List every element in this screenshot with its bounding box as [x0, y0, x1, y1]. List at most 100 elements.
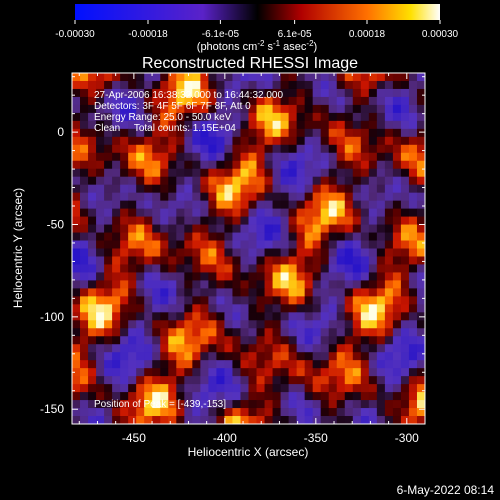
heatmap-cell — [208, 104, 217, 114]
heatmap-cell — [304, 288, 314, 297]
heatmap-cell — [304, 368, 314, 377]
heatmap-cell — [400, 296, 410, 305]
heatmap-cell — [88, 184, 97, 194]
heatmap-cell — [104, 368, 113, 377]
heatmap-cell — [328, 80, 338, 90]
heatmap-cell — [408, 216, 418, 225]
heatmap-cell — [416, 144, 425, 154]
heatmap-cell — [344, 336, 354, 345]
heatmap-cell — [328, 296, 338, 305]
heatmap-cell — [272, 352, 281, 361]
heatmap-cell — [96, 200, 105, 210]
heatmap-cell — [216, 160, 225, 170]
heatmap-cell — [232, 256, 241, 265]
heatmap-cell — [96, 184, 105, 194]
heatmap-cell — [368, 112, 378, 122]
heatmap-cell — [280, 224, 290, 233]
heatmap-cell — [152, 264, 161, 273]
heatmap-cell — [328, 136, 338, 146]
heatmap-cell — [128, 336, 137, 345]
heatmap-cell — [136, 168, 145, 178]
heatmap-cell — [136, 240, 145, 249]
heatmap-cell — [344, 232, 354, 241]
heatmap-cell — [352, 224, 362, 233]
heatmap-cell — [112, 344, 121, 353]
heatmap-cell — [288, 144, 298, 154]
heatmap-cell — [304, 376, 314, 385]
heatmap-cell — [128, 168, 137, 178]
heatmap-cell — [256, 352, 265, 361]
heatmap-cell — [88, 73, 97, 82]
heatmap-cell — [344, 224, 354, 233]
heatmap-cell — [296, 320, 306, 329]
heatmap-cell — [168, 200, 177, 210]
heatmap-cell — [176, 312, 185, 321]
heatmap-cell — [400, 120, 410, 130]
heatmap-cell — [232, 240, 241, 249]
heatmap-cell — [80, 328, 89, 337]
heatmap-cell — [416, 200, 425, 210]
heatmap-cell — [216, 104, 225, 114]
heatmap-cell — [296, 128, 306, 138]
heatmap-cell — [272, 168, 281, 178]
heatmap-cell — [200, 336, 209, 345]
heatmap-cell — [320, 144, 330, 154]
heatmap-cell — [272, 152, 281, 162]
heatmap-cell — [192, 152, 201, 162]
heatmap-cell — [400, 320, 410, 329]
heatmap-cell — [128, 328, 137, 337]
heatmap-cell — [304, 232, 314, 241]
peak-position-label: Position of Peak = [-439,-153] — [94, 399, 226, 410]
heatmap-cell — [200, 96, 209, 106]
heatmap-cell — [336, 256, 346, 265]
heatmap-cell — [224, 320, 233, 329]
heatmap-cell — [408, 88, 418, 98]
heatmap-cell — [376, 144, 386, 154]
heatmap-cell — [296, 136, 306, 146]
heatmap-cell — [192, 368, 201, 377]
heatmap-cell — [200, 288, 209, 297]
heatmap-cell — [400, 248, 410, 257]
heatmap-cell — [88, 200, 97, 210]
heatmap-cell — [248, 224, 257, 233]
heatmap-cell — [288, 152, 298, 162]
heatmap-cell — [80, 248, 89, 257]
heatmap-cell — [384, 296, 394, 305]
heatmap-cell — [80, 232, 89, 241]
heatmap-cell — [200, 200, 209, 210]
heatmap-cell — [232, 272, 241, 281]
heatmap-cell — [224, 344, 233, 353]
heatmap-cell — [152, 73, 161, 82]
heatmap-cell — [144, 208, 153, 217]
heatmap-cell — [136, 73, 145, 82]
heatmap-cell — [120, 80, 129, 90]
heatmap-cell — [272, 416, 281, 424]
heatmap-cell — [376, 264, 386, 273]
heatmap-cell — [128, 136, 137, 146]
heatmap-cell — [72, 328, 81, 337]
heatmap-cell — [200, 408, 209, 417]
heatmap-cell — [152, 296, 161, 305]
heatmap-cell — [240, 320, 249, 329]
heatmap-cell — [264, 224, 273, 233]
heatmap-cell — [104, 232, 113, 241]
heatmap-cell — [80, 160, 89, 170]
heatmap-cell — [224, 256, 233, 265]
y-axis-label: Heliocentric Y (arcsec) — [11, 188, 25, 308]
heatmap-cell — [312, 200, 322, 210]
heatmap-cell — [304, 184, 314, 194]
heatmap-cell — [184, 216, 193, 225]
heatmap-cell — [160, 400, 169, 409]
heatmap-cell — [216, 144, 225, 154]
heatmap-cell — [312, 232, 322, 241]
heatmap-cell — [376, 88, 386, 98]
heatmap-cell — [352, 216, 362, 225]
heatmap-cell — [320, 152, 330, 162]
heatmap-cell — [120, 328, 129, 337]
heatmap-cell — [208, 376, 217, 385]
heatmap-cell — [216, 296, 225, 305]
heatmap-cell — [256, 120, 265, 130]
heatmap-cell — [80, 272, 89, 281]
heatmap-cell — [120, 360, 129, 369]
heatmap-cell — [360, 320, 370, 329]
